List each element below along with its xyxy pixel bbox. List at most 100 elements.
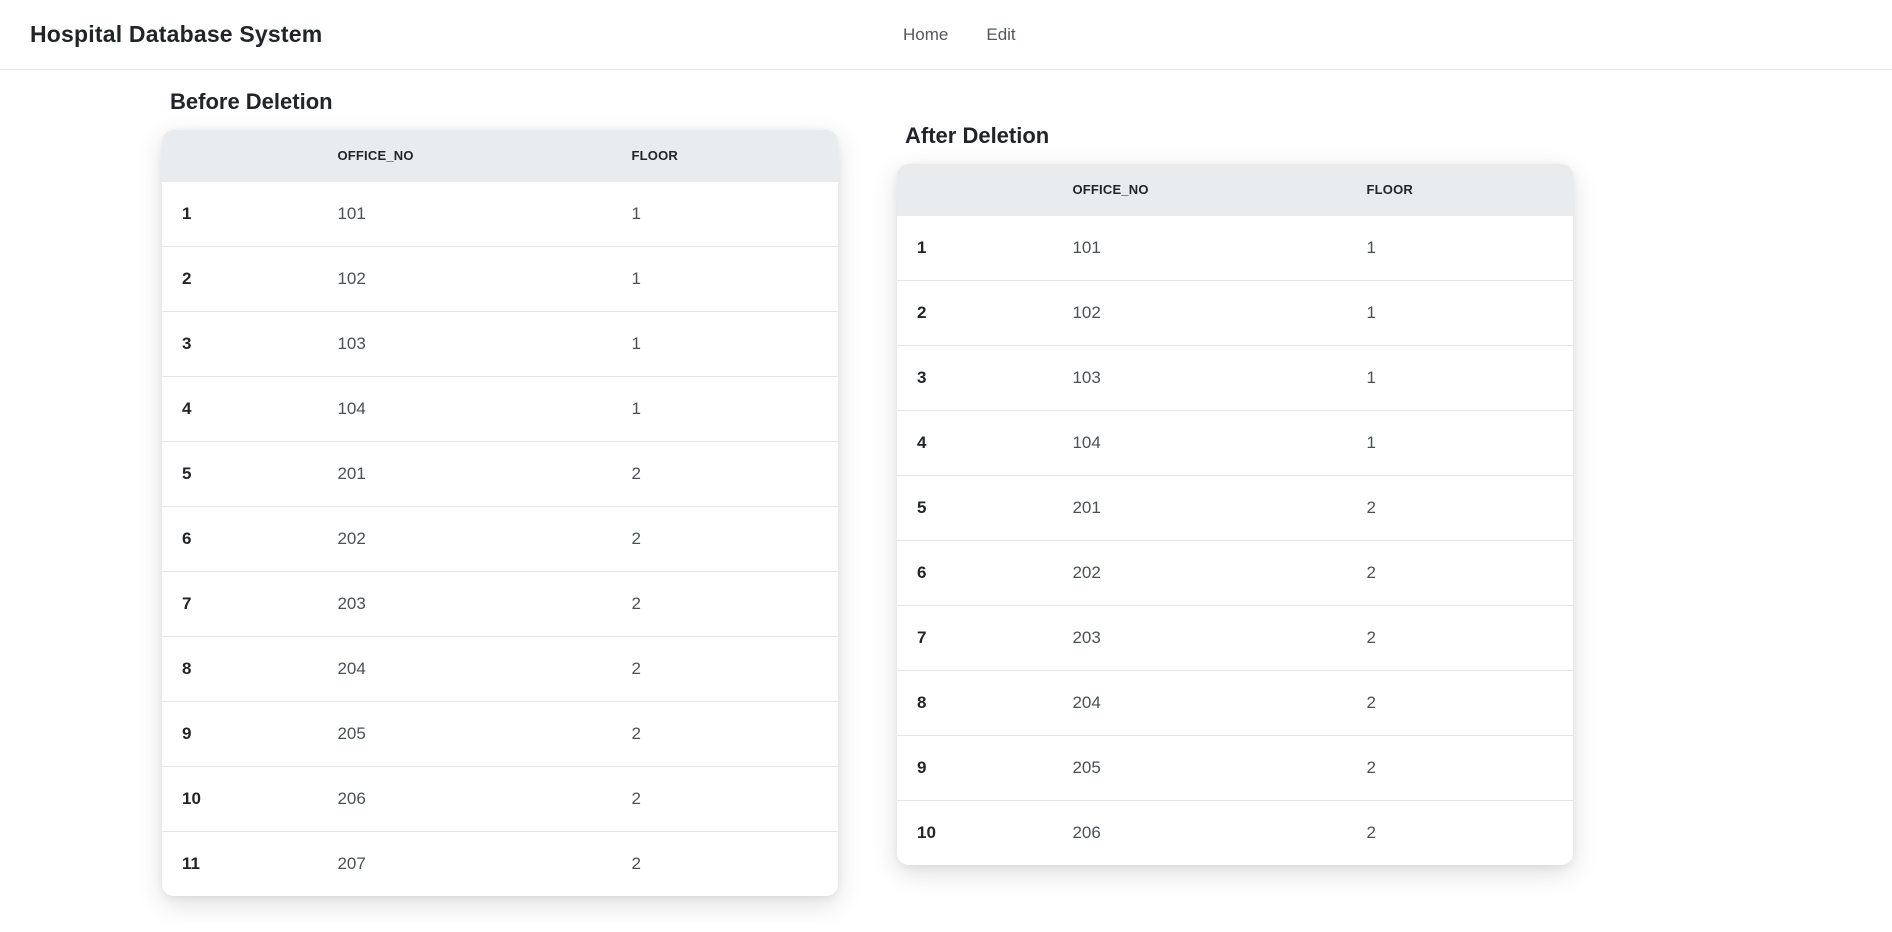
row-index-cell: 4 [897, 410, 1053, 476]
office-no-cell: 204 [317, 636, 612, 702]
floor-cell: 1 [611, 182, 838, 247]
after-deletion-table: OFFICE_NO FLOOR 1 101 1 2 102 1 3 103 1 4 104 1 5 201… [897, 164, 1573, 865]
office-no-cell: 202 [317, 506, 612, 572]
row-index-cell: 4 [162, 376, 318, 442]
office-no-cell: 102 [317, 246, 612, 312]
row-index-cell: 1 [897, 216, 1053, 281]
table-row: 5 201 2 [162, 441, 838, 507]
table-row: 2 102 1 [897, 280, 1573, 346]
index-column-header [897, 164, 1053, 216]
row-index-cell: 7 [897, 605, 1053, 671]
row-index-cell: 2 [162, 246, 318, 312]
floor-cell: 2 [611, 636, 838, 702]
table-row: 6 202 2 [162, 506, 838, 572]
floor-cell: 2 [611, 701, 838, 767]
table-row: 3 103 1 [897, 345, 1573, 411]
nav-link-home[interactable]: Home [903, 24, 949, 44]
after-deletion-title: After Deletion [905, 123, 1050, 148]
row-index-cell: 9 [162, 701, 318, 767]
floor-cell: 1 [611, 376, 838, 442]
floor-cell: 2 [611, 441, 838, 507]
office-no-cell: 206 [317, 766, 612, 832]
before-deletion-title: Before Deletion [170, 89, 333, 114]
office-no-cell: 101 [317, 182, 612, 247]
navbar: Hospital Database System Home Edit [0, 0, 1892, 70]
office-no-cell: 101 [1052, 216, 1347, 281]
office-no-cell: 103 [1052, 345, 1347, 411]
row-index-cell: 7 [162, 571, 318, 637]
table-row: 7 203 2 [897, 605, 1573, 671]
row-index-cell: 5 [162, 441, 318, 507]
row-index-cell: 3 [897, 345, 1053, 411]
table-row: 4 104 1 [897, 410, 1573, 476]
office-no-cell: 104 [1052, 410, 1347, 476]
before-deletion-table: OFFICE_NO FLOOR 1 101 1 2 102 1 3 103 1 4 104 1 5 201… [162, 130, 838, 896]
office-no-cell: 203 [1052, 605, 1347, 671]
before-deletion-section: Before Deletion OFFICE_NO FLOOR 1 101 1 2 10… [162, 90, 838, 896]
table-row: 2 102 1 [162, 246, 838, 312]
floor-cell: 2 [611, 506, 838, 572]
before-deletion-table-card: OFFICE_NO FLOOR 1 101 1 2 102 1 3 103 1 4 104 1 5 201… [162, 130, 838, 896]
row-index-cell: 8 [162, 636, 318, 702]
floor-cell: 2 [1346, 800, 1573, 865]
table-row: 4 104 1 [162, 376, 838, 442]
table-row: 1 101 1 [897, 216, 1573, 281]
table-row: 8 204 2 [897, 670, 1573, 736]
table-row: 5 201 2 [897, 475, 1573, 541]
floor-cell: 1 [1346, 280, 1573, 346]
floor-cell: 2 [611, 571, 838, 637]
floor-cell: 1 [611, 311, 838, 377]
office-no-cell: 207 [317, 831, 612, 896]
floor-cell: 1 [1346, 345, 1573, 411]
table-row: 1 101 1 [162, 182, 838, 247]
office-no-column-header: OFFICE_NO [317, 130, 612, 182]
table-row: 6 202 2 [897, 540, 1573, 606]
table-row: 11 207 2 [162, 831, 838, 896]
nav-link-edit[interactable]: Edit [986, 24, 1016, 44]
floor-cell: 1 [611, 246, 838, 312]
after-deletion-section: After Deletion OFFICE_NO FLOOR 1 101 1 2 102… [897, 124, 1573, 865]
row-index-cell: 3 [162, 311, 318, 377]
app-brand[interactable]: Hospital Database System [30, 21, 323, 47]
row-index-cell: 11 [162, 831, 318, 896]
table-header: OFFICE_NO FLOOR [162, 130, 838, 182]
office-no-cell: 205 [317, 701, 612, 767]
row-index-cell: 5 [897, 475, 1053, 541]
row-index-cell: 8 [897, 670, 1053, 736]
floor-cell: 2 [1346, 735, 1573, 801]
row-index-cell: 2 [897, 280, 1053, 346]
row-index-cell: 1 [162, 182, 318, 247]
table-row: 10 206 2 [162, 766, 838, 832]
table-row: 7 203 2 [162, 571, 838, 637]
office-no-cell: 104 [317, 376, 612, 442]
office-no-cell: 203 [317, 571, 612, 637]
floor-cell: 2 [611, 766, 838, 832]
navbar-links: Home Edit [903, 0, 1016, 69]
office-no-cell: 201 [1052, 475, 1347, 541]
index-column-header [162, 130, 318, 182]
floor-cell: 2 [611, 831, 838, 896]
office-no-cell: 103 [317, 311, 612, 377]
row-index-cell: 9 [897, 735, 1053, 801]
after-deletion-table-card: OFFICE_NO FLOOR 1 101 1 2 102 1 3 103 1 4 104 1 5 201… [897, 164, 1573, 865]
row-index-cell: 10 [897, 800, 1053, 865]
floor-cell: 2 [1346, 475, 1573, 541]
table-row: 10 206 2 [897, 800, 1573, 865]
row-index-cell: 6 [162, 506, 318, 572]
table-row: 3 103 1 [162, 311, 838, 377]
office-no-cell: 201 [317, 441, 612, 507]
office-no-cell: 202 [1052, 540, 1347, 606]
office-no-column-header: OFFICE_NO [1052, 164, 1347, 216]
office-no-cell: 204 [1052, 670, 1347, 736]
row-index-cell: 10 [162, 766, 318, 832]
office-no-cell: 205 [1052, 735, 1347, 801]
table-row: 9 205 2 [162, 701, 838, 767]
floor-cell: 2 [1346, 670, 1573, 736]
floor-cell: 2 [1346, 540, 1573, 606]
table-row: 9 205 2 [897, 735, 1573, 801]
floor-cell: 1 [1346, 410, 1573, 476]
row-index-cell: 6 [897, 540, 1053, 606]
table-row: 8 204 2 [162, 636, 838, 702]
floor-cell: 1 [1346, 216, 1573, 281]
office-no-cell: 102 [1052, 280, 1347, 346]
